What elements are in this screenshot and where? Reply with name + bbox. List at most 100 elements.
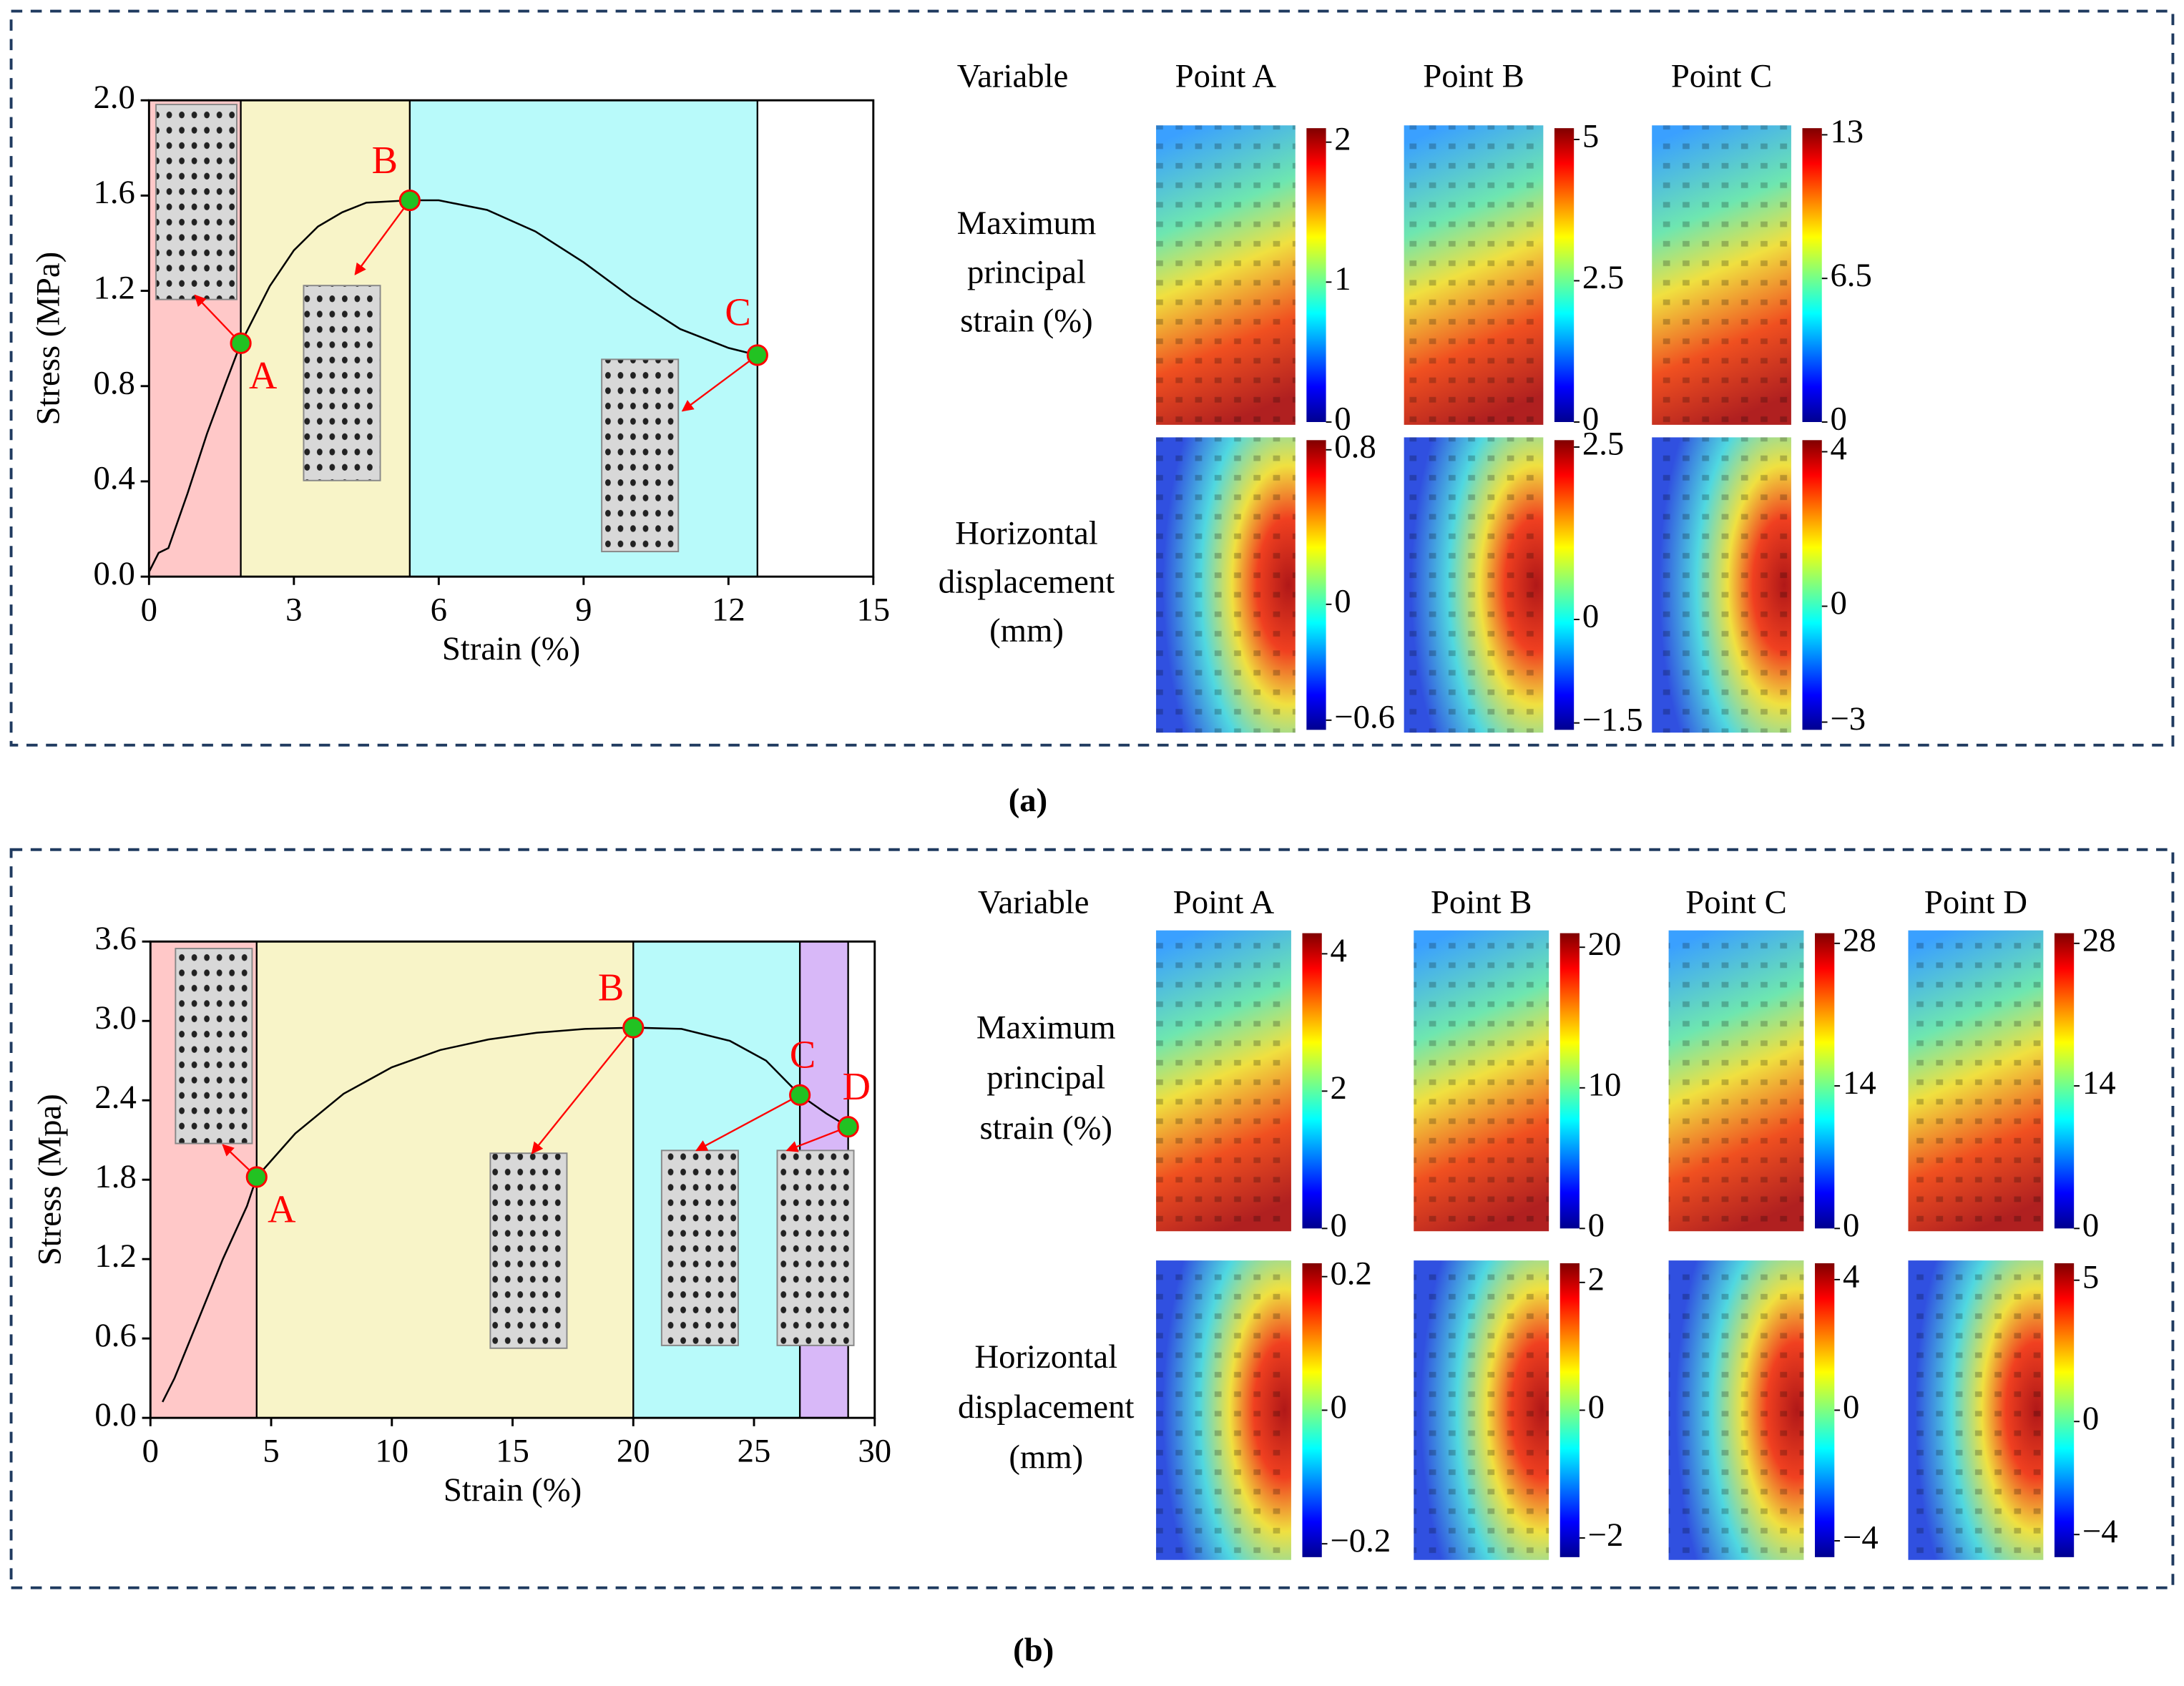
row-label: displacement (939, 564, 1115, 601)
colorbar-tick-label: 0.2 (1330, 1255, 1371, 1292)
y-tick-label: 3.6 (94, 920, 136, 957)
field-map-dots (1908, 1260, 2044, 1560)
column-header: Point C (1685, 883, 1787, 921)
plot-frame (147, 99, 875, 578)
arrow (194, 294, 242, 344)
row-label: strain (%) (979, 1109, 1112, 1147)
colorbar-tick-label: −4 (2082, 1513, 2118, 1550)
colorbar-tick-label: 1 (1334, 260, 1351, 298)
row-label: principal (967, 253, 1086, 290)
field-map-dots (1414, 1260, 1549, 1560)
colorbar-tick-label: 2 (1334, 120, 1351, 157)
x-tick-label: 6 (431, 591, 447, 628)
specimen-photo (155, 104, 238, 300)
colorbar-tick-label: 4 (1830, 430, 1846, 467)
y-axis-label: Stress (Mpa) (31, 1094, 69, 1265)
y-tick-label: 3.0 (94, 999, 136, 1036)
row-label: strain (%) (960, 302, 1093, 339)
field-map-dots (1908, 930, 2044, 1232)
point-label: D (843, 1064, 871, 1108)
colorbar-tick-label: 0 (1330, 1207, 1346, 1244)
key-point (398, 189, 421, 212)
y-tick-label: 0.6 (94, 1317, 136, 1354)
colorbar-tick-label: 5 (2082, 1258, 2099, 1295)
colorbar-tick-label: 6.5 (1830, 257, 1871, 294)
arrow (681, 354, 758, 412)
colorbar (2054, 1263, 2075, 1557)
region (256, 941, 634, 1418)
x-tick-label: 0 (141, 591, 157, 628)
x-tick-label: 30 (858, 1432, 891, 1469)
curve (148, 199, 758, 573)
variable-header: Variable (978, 883, 1089, 921)
field-map-dots (1404, 437, 1544, 733)
specimen-photo (175, 948, 253, 1145)
field-map-dots (1404, 125, 1544, 425)
column-header: Point A (1175, 58, 1277, 95)
colorbar-tick-label: −0.2 (1330, 1522, 1391, 1559)
point-label: B (372, 138, 398, 182)
colorbar-tick-label: −3 (1830, 700, 1866, 737)
colorbar (1306, 440, 1326, 730)
row-label: displacement (958, 1388, 1135, 1426)
colorbar-tick-label: 4 (1330, 932, 1346, 969)
arrow (354, 200, 411, 275)
colorbar-tick-label: 0 (1582, 598, 1599, 635)
y-tick-label: 0.0 (94, 1396, 136, 1433)
column-header: Point B (1431, 883, 1532, 921)
point-label: C (790, 1033, 816, 1077)
colorbar-tick-label: 0 (1588, 1388, 1605, 1426)
field-map-dots (1652, 125, 1791, 425)
region (409, 100, 758, 577)
colorbar-tick-label: 0 (2082, 1207, 2099, 1244)
row-label: Horizontal (974, 1338, 1117, 1376)
field-map-dots (1156, 125, 1296, 425)
y-tick-label: 2.4 (94, 1079, 136, 1116)
variable-header: Variable (957, 58, 1069, 95)
row-label: principal (986, 1059, 1105, 1097)
key-point (746, 344, 768, 366)
colorbar-tick-label: −0.6 (1334, 699, 1395, 736)
colorbar-tick-label: 0 (1843, 1207, 1859, 1244)
y-tick-label: 0.8 (93, 364, 134, 401)
panel-caption: (b) (1013, 1632, 1054, 1669)
y-tick-label: 1.2 (93, 269, 134, 306)
row-label: Maximum (976, 1009, 1116, 1047)
colorbar-tick-label: 0 (1334, 583, 1351, 620)
colorbar-tick-label: 0 (1830, 584, 1846, 622)
colorbar-tick-label: 28 (2082, 922, 2116, 959)
colorbar-tick-label: 10 (1588, 1067, 1622, 1104)
colorbar (1802, 128, 1822, 422)
colorbar (2054, 933, 2075, 1229)
key-point (837, 1116, 859, 1138)
x-tick-label: 0 (142, 1432, 159, 1469)
row-label: (mm) (989, 612, 1064, 650)
colorbar (1306, 128, 1326, 422)
row-label: Horizontal (955, 514, 1098, 552)
x-tick-label: 9 (575, 591, 592, 628)
colorbar-tick-label: 28 (1843, 922, 1876, 959)
colorbar-tick-label: 2 (1588, 1261, 1605, 1298)
colorbar-tick-label: −2 (1588, 1516, 1624, 1554)
colorbar-tick-label: 0 (1582, 401, 1599, 438)
field-map-dots (1156, 437, 1296, 733)
colorbar-tick-label: 0 (1843, 1388, 1859, 1426)
panel-caption: (a) (1009, 782, 1047, 819)
colorbar-tick-label: 0 (1334, 401, 1351, 438)
colorbar-tick-label: 0 (1330, 1388, 1346, 1426)
x-tick-label: 10 (375, 1432, 408, 1469)
x-axis-label: Strain (%) (444, 1471, 582, 1509)
specimen-photo (303, 285, 381, 481)
column-header: Point C (1671, 58, 1773, 95)
field-map-dots (1156, 930, 1291, 1232)
colorbar-tick-label: 4 (1843, 1258, 1859, 1295)
x-tick-label: 3 (285, 591, 302, 628)
x-tick-label: 15 (496, 1432, 529, 1469)
colorbar-tick-label: 0 (1588, 1207, 1605, 1244)
x-tick-label: 5 (263, 1432, 279, 1469)
key-point (245, 1166, 268, 1188)
colorbar-tick-label: 2.5 (1582, 259, 1624, 296)
column-header: Point B (1423, 58, 1524, 95)
